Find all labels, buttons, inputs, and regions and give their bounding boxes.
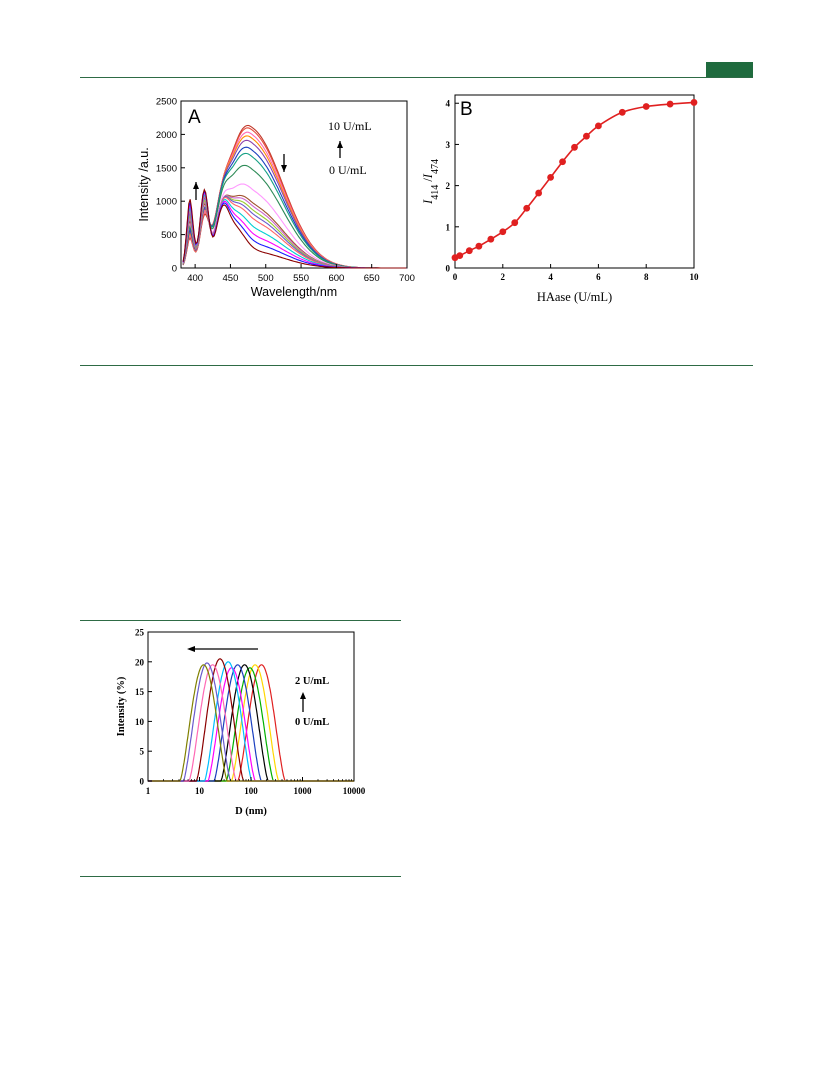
y-tick-label-1: 1 — [446, 222, 451, 232]
x-tick-label-4: 8 — [644, 272, 649, 282]
figure-1-bottom-rule — [80, 365, 753, 366]
y-axis-label-part-0: I — [421, 199, 435, 205]
concentration-arrow-head — [300, 692, 306, 699]
x-tick-label-2: 500 — [258, 273, 274, 284]
x-tick-label-0: 400 — [187, 273, 203, 284]
ratio-point-6 — [511, 219, 519, 227]
y-tick-label-5: 25 — [135, 628, 145, 638]
ratio-point-10 — [559, 158, 566, 166]
ratio-point-1 — [456, 252, 464, 260]
ratio-point-12 — [583, 132, 590, 140]
y-tick-label-5: 2500 — [156, 97, 177, 108]
y-tick-label-1: 500 — [161, 230, 177, 241]
x-tick-label-1: 10 — [195, 786, 205, 796]
y-axis-label: Intensity (%) — [116, 676, 127, 736]
x-tick-label-5: 10 — [690, 272, 700, 282]
ratio-point-4 — [487, 235, 495, 243]
y-tick-label-2: 2 — [446, 181, 451, 191]
y-axis-label-part-4: 474 — [430, 159, 441, 174]
y-tick-label-4: 4 — [446, 99, 451, 109]
x-tick-label-5: 650 — [364, 273, 380, 284]
ratio-point-15 — [642, 103, 650, 110]
ratio-point-7 — [523, 204, 531, 212]
x-tick-label-0: 0 — [453, 272, 458, 282]
ratio-point-2 — [465, 247, 473, 255]
x-axis-label: D (nm) — [235, 806, 267, 817]
figure-2-bottom-rule — [80, 876, 401, 877]
ratio-point-16 — [666, 100, 674, 108]
annotation-top: 10 U/mL — [328, 119, 372, 133]
y-tick-label-3: 3 — [446, 140, 451, 150]
y-axis-label: I414 /I474 — [421, 159, 441, 205]
y-tick-label-3: 1500 — [156, 163, 177, 174]
panel-letter-b: B — [460, 99, 473, 120]
shift-arrow-head — [187, 646, 195, 652]
figure-2-top-rule — [80, 620, 401, 621]
panel-letter-a: A — [188, 107, 201, 128]
x-tick-label-4: 600 — [328, 273, 344, 284]
decrease-arrow-head — [281, 165, 287, 172]
header-tab — [706, 62, 753, 77]
concentration-arrow-head — [337, 141, 343, 148]
x-tick-label-2: 100 — [244, 786, 258, 796]
y-tick-label-3: 15 — [135, 687, 145, 697]
annotation-top: 2 U/mL — [295, 676, 329, 687]
x-tick-label-1: 450 — [223, 273, 239, 284]
x-tick-label-0: 1 — [146, 786, 151, 796]
x-tick-label-3: 1000 — [294, 786, 313, 796]
x-tick-label-6: 700 — [399, 273, 415, 284]
ratio-point-9 — [547, 173, 554, 181]
ratio-point-13 — [595, 122, 602, 130]
ratio-point-5 — [499, 228, 507, 236]
x-tick-label-4: 10000 — [343, 786, 366, 796]
x-tick-label-2: 4 — [548, 272, 553, 282]
x-tick-label-1: 2 — [501, 272, 506, 282]
y-tick-label-1: 5 — [140, 747, 145, 757]
y-tick-label-0: 0 — [172, 264, 177, 275]
spectrum-line-17 — [182, 188, 407, 269]
ratio-point-14 — [618, 108, 626, 116]
top-header-rule — [80, 77, 753, 78]
x-tick-label-3: 550 — [293, 273, 309, 284]
x-axis-label: HAase (U/mL) — [537, 290, 612, 304]
y-tick-label-4: 2000 — [156, 130, 177, 141]
y-axis-label-part-1: 414 — [430, 185, 441, 200]
plot-frame — [454, 94, 695, 269]
y-tick-label-4: 20 — [135, 657, 145, 667]
y-tick-label-0: 0 — [140, 777, 145, 787]
annotation-bottom: 0 U/mL — [295, 717, 329, 728]
y-tick-label-0: 0 — [446, 264, 451, 274]
ratio-point-17 — [690, 99, 698, 106]
x-tick-label-3: 6 — [596, 272, 601, 282]
y-tick-label-2: 10 — [135, 717, 145, 727]
ratio-point-8 — [535, 189, 543, 197]
x-axis-label: Wavelength/nm — [251, 285, 337, 299]
y-axis-label: Intensity /a.u. — [137, 147, 151, 221]
y-axis-label-part-3: I — [421, 173, 435, 179]
y-tick-label-2: 1000 — [156, 197, 177, 208]
increase-arrow-head — [193, 182, 199, 189]
annotation-bottom: 0 U/mL — [329, 163, 367, 177]
y-axis-label-part-2: / — [421, 178, 435, 185]
plot-frame — [180, 100, 408, 269]
ratio-point-3 — [475, 242, 483, 250]
ratio-point-11 — [571, 143, 578, 151]
